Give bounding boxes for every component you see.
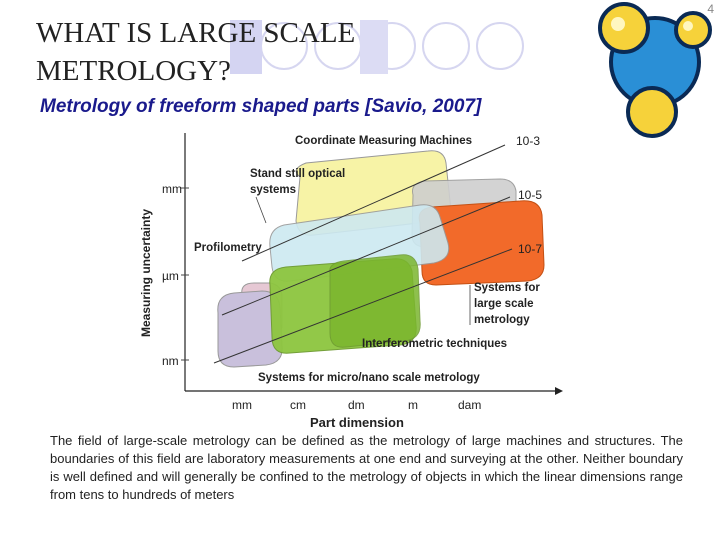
label-profilometry: Profilometry [194,242,262,254]
logo-circles-icon [598,2,712,138]
y-axis-label: Measuring uncertainty [139,209,153,337]
ratio-line-1 [241,144,506,262]
label-micro-nano: Systems for micro/nano scale metrology [258,372,480,384]
x-tick: mm [232,398,252,412]
ratio-label: 10-5 [518,188,542,202]
y-tick: µm [162,269,179,283]
x-tick: dm [348,398,365,412]
slide-subtitle: Metrology of freeform shaped parts [Savi… [40,96,482,117]
decorative-circles [230,2,712,138]
y-tick: nm [162,354,179,368]
page-number: 4 [707,2,714,16]
label-lsm: Systems for [474,282,540,294]
ratio-label: 10-3 [516,134,540,148]
leader-line [255,196,267,224]
slide-title: WHAT IS LARGE SCALE METROLOGY? [36,17,356,87]
metrology-diagram: Measuring uncertainty Part dimension mm … [139,133,563,430]
ratio-label: 10-7 [518,242,542,256]
ratio-line-3 [213,248,513,364]
y-tick: mm [162,182,182,196]
label-interferometric: Interferometric techniques [362,338,507,350]
x-tick: dam [458,398,481,412]
ratio-line-2 [221,196,511,316]
x-tick: cm [290,398,306,412]
label-optical: Stand still optical [250,168,345,180]
label-optical: systems [250,184,296,196]
label-lsm: metrology [474,314,530,326]
x-tick: m [408,398,418,412]
label-lsm: large scale [474,298,533,310]
x-axis-label: Part dimension [310,415,404,430]
body-paragraph: The field of large-scale metrology can b… [50,433,683,502]
label-cmm: Coordinate Measuring Machines [295,135,472,147]
